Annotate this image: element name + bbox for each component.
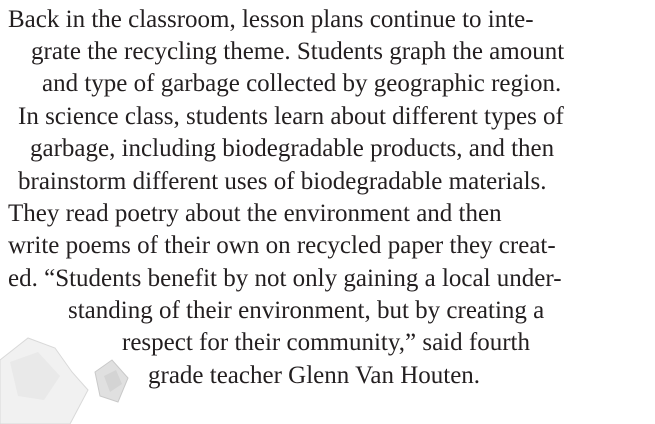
text-line: brainstorm different uses of biodegradab…: [18, 166, 547, 198]
document-page: Back in the classroom, lesson plans cont…: [0, 0, 655, 424]
text-line: standing of their environment, but by cr…: [68, 295, 544, 327]
text-line: and type of garbage collected by geograp…: [42, 68, 561, 100]
text-line: Back in the classroom, lesson plans cont…: [8, 4, 534, 36]
text-line: write poems of their own on recycled pap…: [8, 230, 556, 262]
text-line: grate the recycling theme. Students grap…: [31, 36, 564, 68]
text-line: respect for their community,” said fourt…: [122, 327, 530, 359]
text-line: grade teacher Glenn Van Houten.: [148, 360, 480, 392]
text-line: ed. “Students benefit by not only gainin…: [8, 263, 562, 295]
text-line: They read poetry about the environment a…: [8, 198, 502, 230]
text-line: In science class, students learn about d…: [18, 101, 564, 133]
text-line: garbage, including biodegradable product…: [30, 133, 554, 165]
